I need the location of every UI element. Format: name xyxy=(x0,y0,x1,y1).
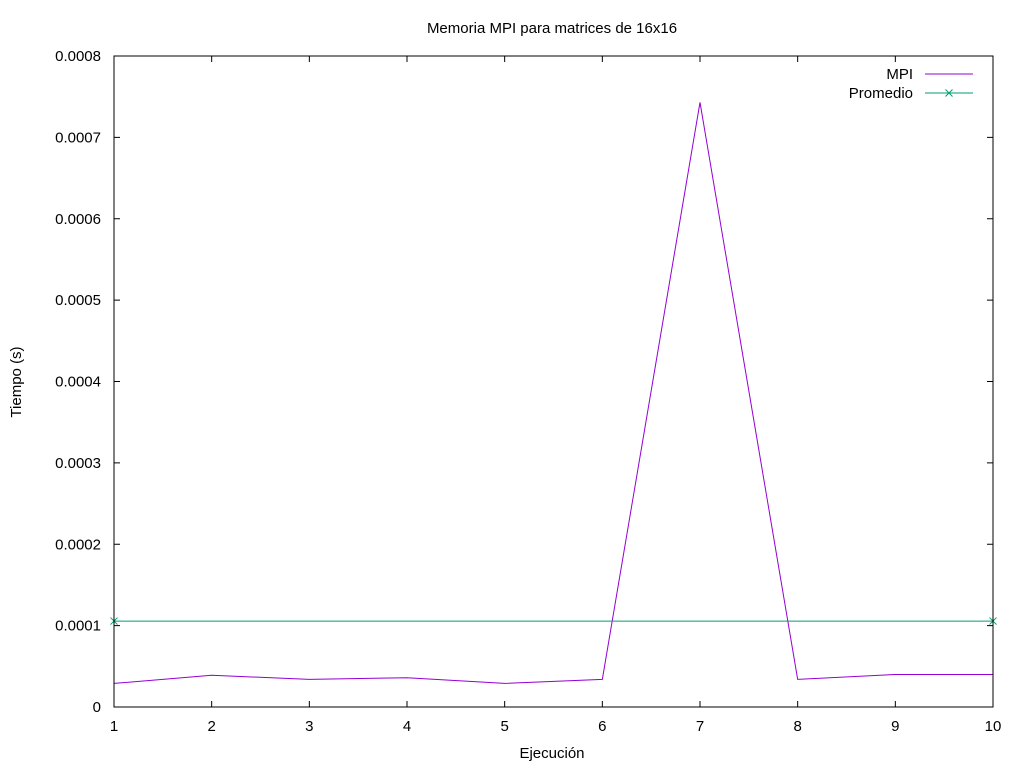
x-tick-label: 5 xyxy=(500,718,508,735)
plot-border xyxy=(113,55,994,708)
x-tick-label: 10 xyxy=(985,718,1002,735)
legend-label-mpi: MPI xyxy=(886,66,913,83)
y-tick-label: 0.0005 xyxy=(55,292,101,309)
x-tick-label: 8 xyxy=(793,718,801,735)
x-tick-label: 1 xyxy=(110,718,118,735)
y-axis-label: Tiempo (s) xyxy=(8,346,25,417)
y-tick-label: 0.0003 xyxy=(55,455,101,472)
legend-marker-promedio xyxy=(945,89,953,97)
x-axis-label: Ejecución xyxy=(519,745,584,762)
x-tick-label: 7 xyxy=(696,718,704,735)
legend-label-promedio: Promedio xyxy=(849,85,913,102)
y-tick-label: 0.0004 xyxy=(55,374,101,391)
x-tick-label: 9 xyxy=(891,718,899,735)
chart-title: Memoria MPI para matrices de 16x16 xyxy=(427,20,677,37)
x-tick-label: 6 xyxy=(598,718,606,735)
x-tick-label: 3 xyxy=(305,718,313,735)
y-axis: 0 0.0001 0.0002 0.0003 0.0004 0.0005 0.0006 0.0… xyxy=(55,48,993,716)
legend: MPI Promedio xyxy=(849,66,973,102)
y-tick-label: 0.0008 xyxy=(55,48,101,65)
x-axis: 1 2 3 4 5 6 7 8 9 10 xyxy=(110,56,1002,735)
x-tick-label: 2 xyxy=(207,718,215,735)
series-line-mpi xyxy=(113,102,993,684)
series-layer xyxy=(110,102,997,684)
y-tick-label: 0.0007 xyxy=(55,129,101,146)
y-tick-label: 0.0001 xyxy=(55,618,101,635)
y-tick-label: 0.0006 xyxy=(55,211,101,228)
y-tick-label: 0 xyxy=(93,699,101,716)
y-tick-label: 0.0002 xyxy=(55,536,101,553)
x-tick-label: 4 xyxy=(403,718,411,735)
